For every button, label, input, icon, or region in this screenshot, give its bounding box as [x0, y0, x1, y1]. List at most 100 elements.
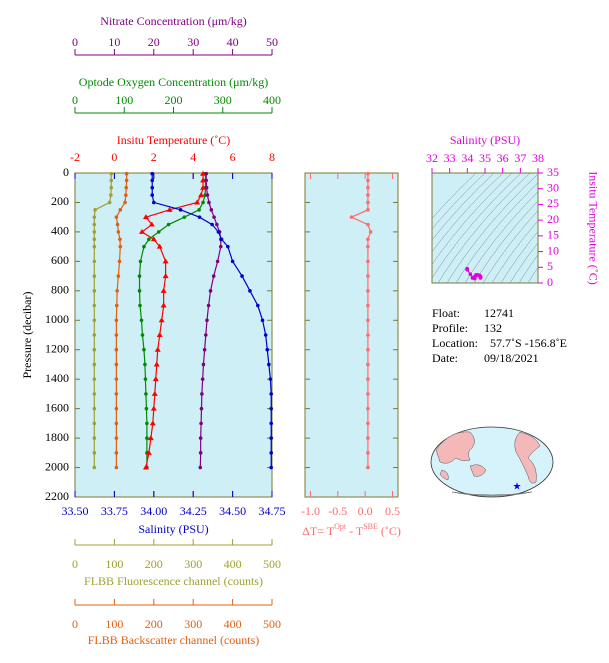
- point: [268, 377, 273, 381]
- point: [145, 449, 152, 455]
- point: [154, 346, 161, 352]
- x-tick-label: 300: [184, 557, 202, 571]
- contour: [491, 220, 538, 283]
- x-tick-label: 500: [263, 617, 281, 631]
- x-axis-title: Nitrate Concentration (μm/kg): [100, 14, 246, 28]
- point: [366, 318, 370, 323]
- point: [218, 244, 223, 249]
- point: [114, 392, 119, 396]
- point: [269, 406, 274, 411]
- point: [124, 178, 129, 183]
- point: [199, 406, 204, 411]
- point: [200, 170, 207, 176]
- x-tick-label: -2: [70, 150, 80, 164]
- point: [158, 317, 165, 323]
- point: [200, 177, 207, 183]
- point: [116, 230, 121, 234]
- point: [150, 193, 155, 197]
- point: [269, 451, 274, 455]
- point: [152, 200, 156, 205]
- world-map: ★: [430, 426, 554, 498]
- point: [147, 435, 154, 441]
- point: [366, 392, 370, 396]
- point: [114, 347, 119, 352]
- point: [124, 185, 129, 190]
- point: [114, 362, 119, 367]
- point: [207, 200, 211, 205]
- point: [92, 230, 97, 234]
- point: [248, 289, 252, 293]
- point: [153, 361, 160, 367]
- ts-point: [468, 272, 473, 277]
- point: [366, 171, 370, 176]
- point: [366, 451, 370, 455]
- point: [118, 244, 123, 249]
- y-tick-label: 1200: [45, 341, 69, 355]
- x-tick-label: 35: [479, 151, 491, 165]
- point: [156, 230, 161, 234]
- svg-text:★: ★: [513, 481, 522, 492]
- point: [366, 259, 370, 264]
- point: [92, 237, 97, 242]
- point: [142, 347, 146, 352]
- point: [204, 185, 209, 190]
- x-axis-title: Salinity (PSU): [138, 522, 208, 536]
- point: [160, 287, 167, 293]
- y-tick-label: 2000: [45, 459, 69, 473]
- point: [265, 347, 270, 352]
- y-tick-label: 35: [547, 165, 559, 179]
- point: [366, 377, 370, 381]
- point: [92, 362, 97, 367]
- x-tick-label: 34.25: [180, 504, 207, 518]
- point: [194, 199, 201, 205]
- x-tick-label: 10: [108, 35, 120, 49]
- point: [115, 289, 119, 293]
- x-tick-label: 200: [145, 617, 163, 631]
- point: [269, 392, 274, 396]
- point: [368, 230, 373, 234]
- x-axis-title: FLBB Backscatter channel (counts): [88, 633, 260, 647]
- point: [230, 259, 235, 264]
- point: [144, 406, 149, 411]
- point: [151, 390, 158, 396]
- point: [166, 222, 171, 227]
- point: [142, 464, 149, 470]
- point: [138, 259, 143, 264]
- point: [200, 184, 207, 190]
- point: [156, 243, 163, 249]
- point: [92, 465, 97, 470]
- point: [92, 333, 97, 337]
- point: [366, 303, 370, 308]
- y-tick-label: 1600: [45, 400, 69, 414]
- point: [267, 362, 271, 367]
- point: [140, 333, 145, 337]
- y-tick-label: 5: [547, 259, 553, 273]
- point: [211, 274, 216, 278]
- x-tick-label: 400: [263, 93, 281, 107]
- x-tick-label: 33.75: [101, 504, 128, 518]
- contour: [432, 173, 495, 241]
- point: [142, 244, 146, 249]
- point: [93, 208, 97, 212]
- point: [118, 237, 122, 242]
- point: [240, 274, 244, 278]
- y-tick-label: 400: [51, 224, 69, 238]
- point: [219, 237, 224, 242]
- x-tick-label: 0: [72, 557, 78, 571]
- ts-point: [478, 276, 483, 280]
- x-tick-label: 100: [115, 93, 133, 107]
- point: [366, 421, 370, 426]
- point: [114, 465, 119, 470]
- point: [92, 392, 97, 396]
- point: [366, 244, 370, 249]
- point: [144, 392, 148, 396]
- delta-panel: [304, 172, 399, 498]
- x-tick-label: 8: [269, 150, 275, 164]
- info-key: Profile:: [432, 321, 468, 335]
- x-tick-label: 300: [214, 93, 232, 107]
- y-tick-label: 600: [51, 253, 69, 267]
- point: [199, 421, 203, 426]
- point: [147, 237, 151, 242]
- x-axis-title: Insitu Temperature (˚C): [117, 133, 231, 147]
- point: [92, 347, 97, 352]
